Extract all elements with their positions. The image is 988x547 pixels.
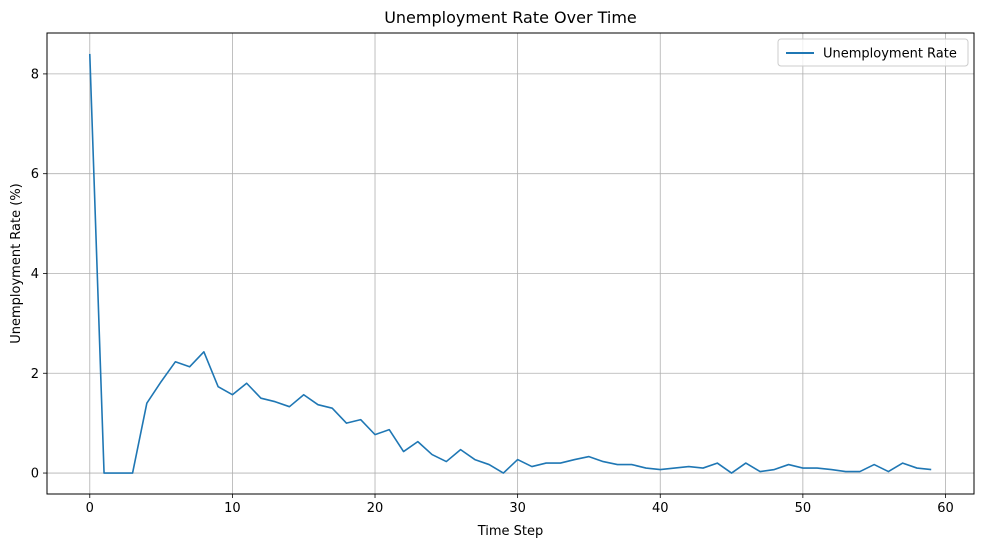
y-tick-label: 0 [31,467,39,482]
legend: Unemployment Rate [777,38,969,67]
x-tick-label: 50 [795,501,812,516]
y-tick-label: 4 [31,267,39,282]
plot-frame [46,32,975,495]
legend-entry: Unemployment Rate [823,47,957,62]
x-tick-label: 30 [509,501,526,516]
y-axis-ticks: 0 2 4 6 8 [31,67,47,482]
y-axis-label: Unemployment Rate (%) [9,183,24,344]
x-tick-label: 10 [224,501,241,516]
x-axis-ticks: 0 10 20 30 40 50 60 [86,494,954,516]
grid [47,33,974,494]
series-line-0 [88,53,932,474]
x-tick-label: 0 [86,501,94,516]
x-axis-label: Time Step [477,524,544,539]
y-tick-label: 8 [31,67,39,82]
x-tick-label: 40 [652,501,669,516]
chart-title: Unemployment Rate Over Time [384,8,637,27]
y-tick-label: 2 [31,367,39,382]
legend-box [777,38,969,67]
x-tick-label: 20 [367,501,384,516]
x-tick-label: 60 [937,501,954,516]
y-tick-label: 6 [31,167,39,182]
series-layer [88,53,932,474]
